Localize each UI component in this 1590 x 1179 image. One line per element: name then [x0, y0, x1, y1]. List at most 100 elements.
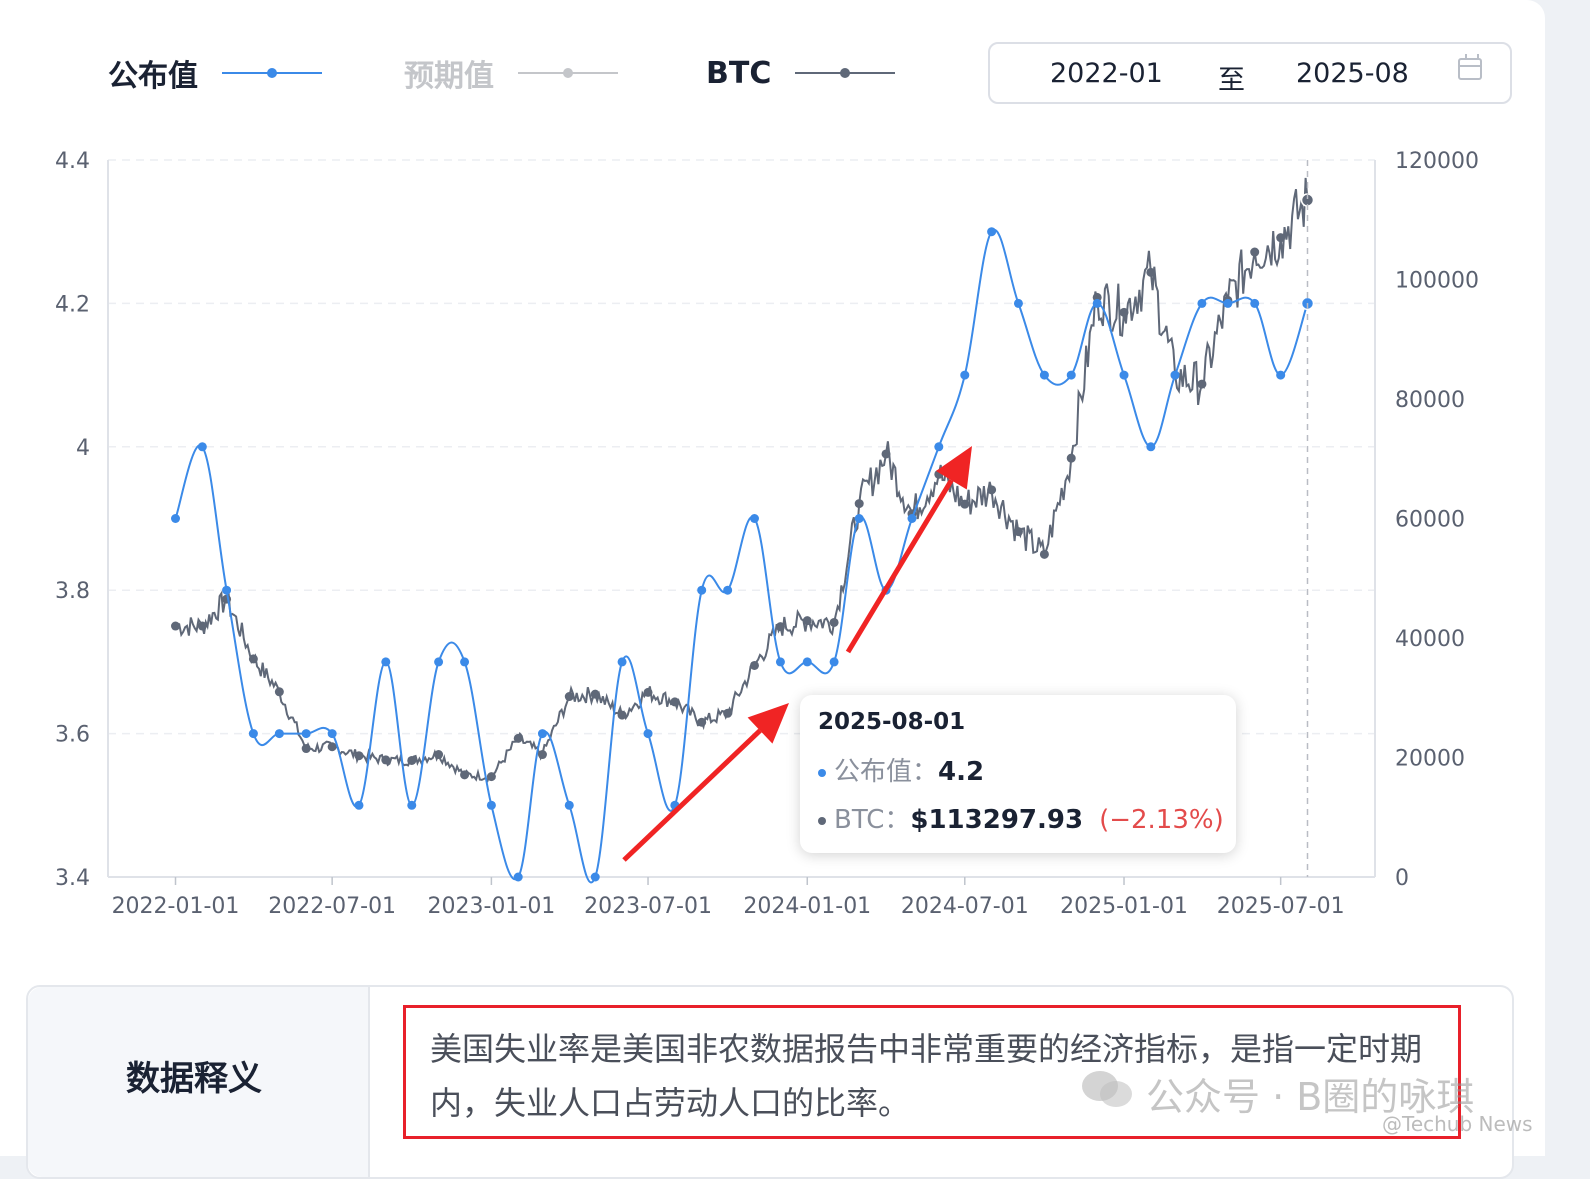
tooltip-btc-label: BTC： [834, 805, 911, 835]
explanation-header: 数据释义 [28, 987, 370, 1177]
data-point-btc [1013, 527, 1023, 537]
data-point-btc [248, 654, 258, 664]
explanation-title: 数据释义 [126, 1059, 262, 1099]
data-point-btc [171, 621, 181, 631]
y-left-tick-label: 3.6 [55, 723, 90, 748]
data-point-published [274, 729, 284, 739]
data-point-published [1013, 298, 1023, 308]
data-point-btc [802, 616, 812, 626]
data-point-btc [1146, 267, 1156, 277]
y-right-tick-label: 40000 [1395, 627, 1465, 652]
data-point-btc [1197, 379, 1207, 389]
data-point-published [513, 872, 523, 882]
y-left-tick-label: 3.4 [55, 866, 90, 891]
data-point-btc [460, 770, 470, 780]
data-point-published [407, 800, 417, 810]
data-point-btc [197, 621, 207, 631]
data-point-published [301, 729, 311, 739]
tooltip-btc-value: $113297.93 [910, 805, 1084, 835]
tooltip-published-value: 4.2 [938, 757, 985, 787]
data-point-published [222, 585, 232, 595]
data-point-btc [749, 660, 759, 670]
data-point-published [643, 729, 653, 739]
chart-plot: 4.4 4.2 4 3.8 3.6 3.4 120000 100000 80000 60000 40… [55, 149, 1479, 919]
y-right-tick-label: 60000 [1395, 508, 1465, 533]
data-point-published [697, 585, 707, 595]
y-right-tick-label: 20000 [1395, 747, 1465, 772]
annotation-arrow-2-head [935, 446, 972, 490]
legend-item-expected[interactable]: 预期值 [404, 50, 618, 96]
data-point-published [248, 729, 258, 739]
data-point-btc [775, 622, 785, 632]
calendar-icon[interactable] [1458, 54, 1482, 80]
data-point-published [829, 657, 839, 667]
data-point-btc [617, 710, 627, 720]
data-point-published [749, 514, 759, 523]
watermark-main: 公众号 · B圈的咏琪 [1146, 1075, 1475, 1119]
data-point-btc [564, 692, 574, 702]
data-point-btc [222, 594, 232, 604]
data-point-published [723, 585, 733, 595]
x-tick-label: 2022-07-01 [268, 894, 396, 919]
x-tick-label: 2022-01-01 [112, 894, 240, 919]
data-point-btc [434, 750, 444, 760]
x-tick-label: 2023-01-01 [427, 894, 555, 919]
explanation-panel: 数据释义 [26, 985, 1514, 1179]
data-point-btc [643, 687, 653, 697]
data-point-btc [1119, 307, 1129, 317]
data-point-published [1276, 370, 1286, 380]
data-point-btc [354, 751, 364, 761]
tooltip-bullet-btc [818, 816, 826, 825]
legend-item-btc[interactable]: BTC [706, 50, 896, 96]
legend-symbol-published [222, 63, 322, 83]
chart-series [171, 177, 1315, 884]
data-point-btc [829, 617, 839, 627]
data-point-published [617, 657, 627, 667]
data-point-published [590, 872, 600, 882]
chart-card [0, 0, 1545, 1156]
data-point-published [381, 657, 391, 667]
data-point-published [1092, 298, 1102, 308]
annotation-arrow-1-head [747, 703, 789, 744]
tooltip-btc-change: (−2.13%) [1099, 805, 1224, 835]
chart-tooltip: 2025-08-01 公布值：4.2 BTC：$113297.93 (−2.13%… [800, 695, 1236, 853]
annotation-arrow-2-shaft [845, 478, 954, 654]
wechat-icon [1082, 1071, 1132, 1107]
date-range-picker[interactable]: 2022-01 至 2025-08 [988, 42, 1512, 104]
legend-item-published[interactable]: 公布值 [108, 50, 322, 96]
y-left-tick-label: 4 [76, 436, 90, 461]
data-point-published [1250, 298, 1260, 308]
data-point-published [802, 657, 812, 667]
data-point-published [354, 800, 364, 810]
tooltip-bullet-published [818, 768, 826, 777]
date-range-start[interactable]: 2022-01 [1050, 58, 1163, 89]
legend-label-btc: BTC [706, 55, 772, 91]
data-point-published [171, 514, 181, 523]
data-point-btc [513, 733, 523, 743]
date-range-end[interactable]: 2025-08 [1296, 58, 1409, 89]
data-point-btc [537, 750, 547, 760]
x-tick-label: 2023-07-01 [584, 894, 712, 919]
data-point-published [1146, 442, 1156, 452]
data-point-btc [327, 742, 337, 752]
data-point-published [564, 800, 574, 810]
data-point-btc [486, 772, 496, 782]
data-point-btc [723, 708, 733, 718]
data-point-btc [960, 499, 970, 509]
data-point-btc [407, 755, 417, 765]
data-point-published [987, 227, 997, 237]
data-point-btc [274, 687, 284, 697]
data-point-published [1197, 298, 1207, 308]
tooltip-date: 2025-08-01 [818, 709, 966, 735]
legend-label-published: 公布值 [108, 59, 198, 94]
y-right-tick-label: 120000 [1395, 149, 1479, 174]
explanation-highlight-box: 美国失业率是美国非农数据报告中非常重要的经济指标，是指一定时期内，失业人口占劳动… [403, 1005, 1461, 1139]
y-left-tick-label: 4.2 [55, 292, 90, 317]
x-tick-label: 2024-07-01 [901, 894, 1029, 919]
watermark-sub: @Techub News [1382, 1112, 1533, 1136]
data-point-published [775, 657, 785, 667]
data-point-published [327, 729, 337, 739]
data-point-published [1039, 370, 1049, 380]
data-point-published [934, 442, 944, 452]
tooltip-row-published: 公布值：4.2 [818, 751, 984, 788]
